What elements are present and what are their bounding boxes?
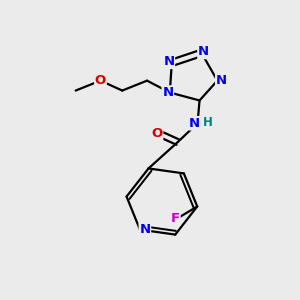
Text: N: N [198,45,209,58]
Text: N: N [139,223,150,236]
Text: O: O [95,74,106,87]
Text: N: N [162,86,173,99]
Text: H: H [202,116,212,129]
Text: N: N [189,117,200,130]
Text: N: N [216,74,227,87]
Text: O: O [151,127,163,140]
Text: N: N [163,55,174,68]
Text: F: F [171,212,180,225]
